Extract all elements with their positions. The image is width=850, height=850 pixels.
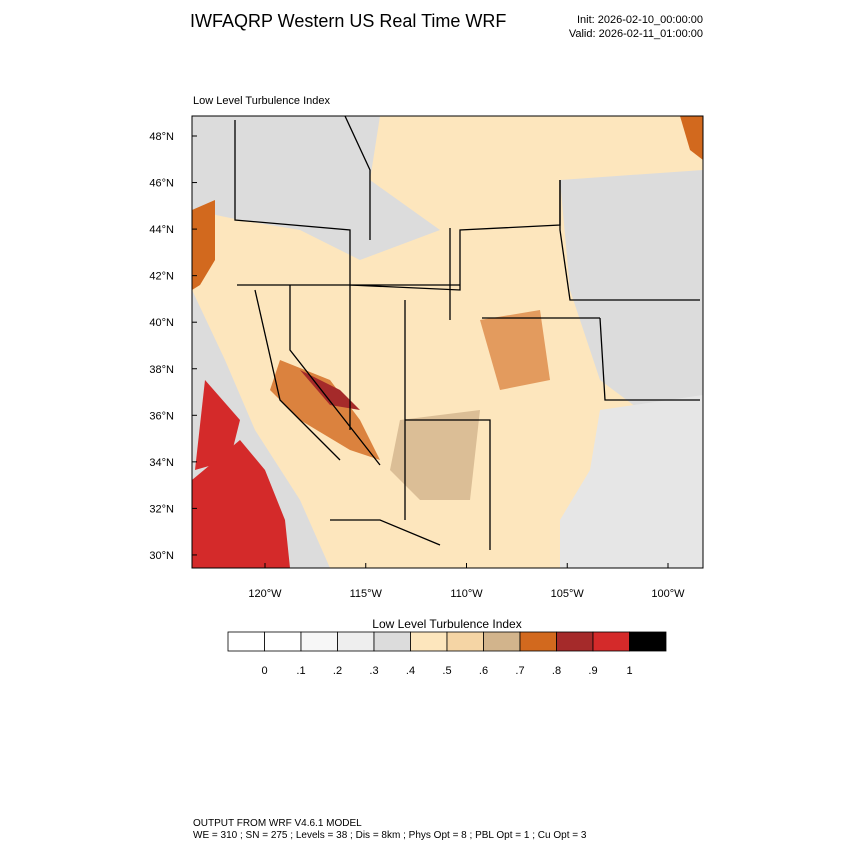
lon-labels: 120°W 115°W 110°W 105°W 100°W: [248, 563, 685, 600]
colorbar-box: [519, 631, 557, 652]
lat-label: 34°N: [149, 457, 174, 469]
colorbar-box: [629, 631, 667, 652]
colorbar-label: .3: [369, 665, 378, 677]
colorbar-box: [264, 631, 302, 652]
lat-label: 46°N: [149, 178, 174, 190]
lon-label: 110°W: [450, 588, 483, 600]
colorbar-box: [410, 631, 448, 652]
map: [191, 115, 704, 569]
lon-label: 100°W: [651, 588, 685, 600]
colorbar-label: 1: [626, 665, 632, 677]
lat-label: 44°N: [149, 224, 174, 236]
colorbar: 0 .1 .2 .3 .4 .5 .6 .7 .8 .9 1: [227, 631, 667, 677]
lon-label: 115°W: [350, 588, 383, 600]
valid-time: Valid: 2026-02-11_01:00:00: [569, 28, 703, 40]
colorbar-box: [556, 631, 594, 652]
colorbar-label: .4: [406, 665, 415, 677]
colorbar-label: 0: [261, 665, 267, 677]
colorbar-box: [227, 631, 265, 652]
lon-label: 105°W: [551, 588, 585, 600]
colorbar-box: [337, 631, 375, 652]
init-time: Init: 2026-02-10_00:00:00: [577, 14, 703, 26]
colorbar-label: .1: [296, 665, 305, 677]
footer-line: OUTPUT FROM WRF V4.6.1 MODEL: [193, 818, 362, 829]
footer-line: WE = 310 ; SN = 275 ; Levels = 38 ; Dis …: [193, 830, 587, 841]
title: IWFAQRP Western US Real Time WRF: [190, 11, 506, 31]
lat-label: 48°N: [149, 131, 174, 143]
lat-label: 30°N: [149, 550, 174, 562]
map-subtitle: Low Level Turbulence Index: [193, 95, 330, 107]
colorbar-box: [483, 631, 521, 652]
colorbar-label: .8: [552, 665, 561, 677]
colorbar-title: Low Level Turbulence Index: [372, 617, 521, 631]
colorbar-box: [373, 631, 411, 652]
colorbar-label: .5: [442, 665, 451, 677]
colorbar-box: [592, 631, 630, 652]
colorbar-label: .2: [333, 665, 342, 677]
lat-label: 32°N: [149, 503, 174, 515]
lon-label: 120°W: [248, 588, 282, 600]
colorbar-box: [300, 631, 338, 652]
lat-label: 42°N: [149, 271, 174, 283]
lat-label: 40°N: [149, 317, 174, 329]
colorbar-label: .6: [479, 665, 488, 677]
lat-label: 38°N: [149, 364, 174, 376]
colorbar-label: .9: [588, 665, 597, 677]
lat-labels: 48°N 46°N 44°N 42°N 40°N 38°N 36°N 34°N 32°N 30°N: [149, 131, 197, 562]
colorbar-label: .7: [515, 665, 524, 677]
colorbar-box: [446, 631, 484, 652]
lat-label: 36°N: [149, 410, 174, 422]
